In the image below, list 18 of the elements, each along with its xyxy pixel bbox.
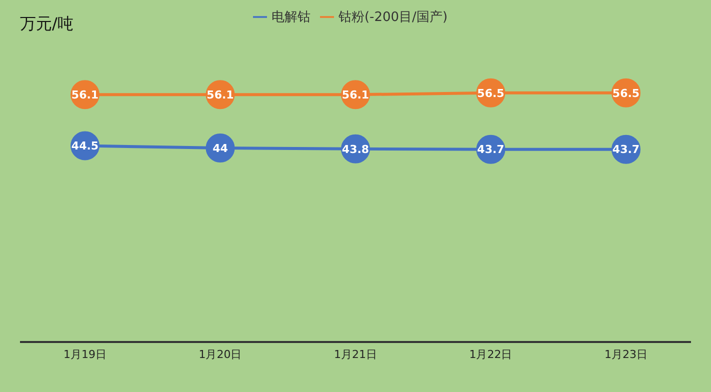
data-label: 56.1 (342, 88, 370, 102)
x-tick-label: 1月19日 (64, 348, 106, 361)
x-tick-label: 1月20日 (198, 348, 242, 361)
x-tick-label: 1月22日 (469, 348, 512, 361)
data-label: 43.7 (477, 143, 504, 156)
chart-title: 万元/吨 (20, 14, 74, 35)
data-label: 43.7 (612, 143, 640, 156)
data-label: 56.1 (206, 88, 234, 102)
data-label: 56.5 (477, 86, 504, 100)
legend-label: 钴粉(-200目/国产) (338, 10, 448, 25)
data-label: 44 (212, 142, 228, 155)
data-label: 56.1 (71, 88, 99, 102)
x-tick-label: 1月23日 (604, 348, 648, 361)
x-tick-label: 1月21日 (334, 348, 377, 361)
legend-label: 电解钴 (271, 10, 310, 25)
data-label: 56.5 (612, 86, 640, 100)
data-label: 43.8 (342, 142, 370, 156)
data-label: 44.5 (71, 140, 99, 153)
